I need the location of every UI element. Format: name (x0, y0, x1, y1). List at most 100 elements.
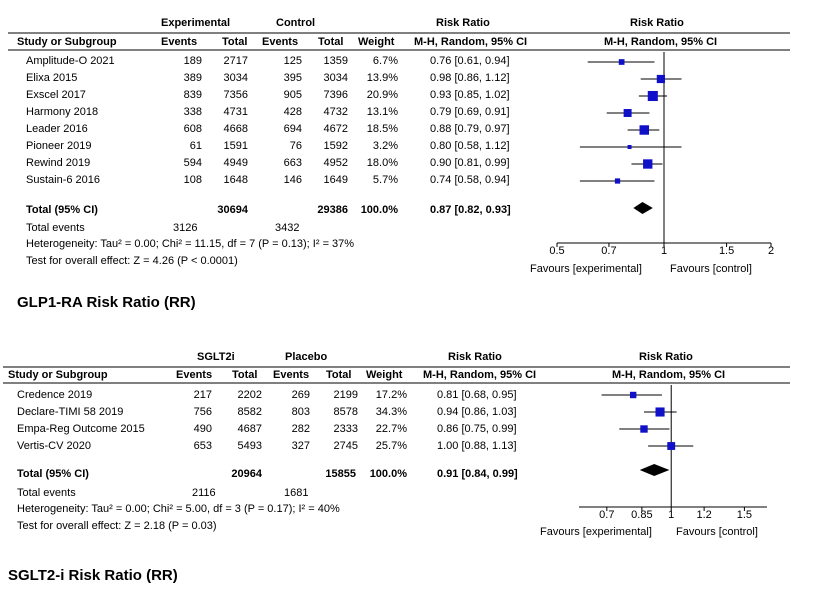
events-group-2: 694 (283, 123, 302, 135)
events-group-1: 756 (193, 406, 212, 418)
events-group-1: 189 (183, 55, 202, 67)
total-group-1: 4731 (223, 106, 248, 118)
col-header-ci-table: M-H, Random, 95% CI (414, 36, 528, 48)
risk-ratio-ci: 0.88 [0.79, 0.97] (430, 123, 510, 135)
rr-header-plot-2: Risk Ratio (639, 351, 693, 363)
study-name: Exscel 2017 (26, 89, 86, 101)
col-header-ci-plot-2: M-H, Random, 95% CI (612, 369, 726, 381)
total-events-label: Total events (26, 222, 85, 234)
total-events-label-2: Total events (17, 487, 76, 499)
study-point (647, 90, 658, 102)
total-n-control: 29386 (317, 204, 348, 216)
weight-value: 22.7% (375, 423, 407, 435)
total-group-2: 4952 (323, 157, 348, 169)
pooled-diamond (633, 202, 653, 214)
total-events-sglt2i: 2116 (192, 487, 216, 499)
rr-header-table-2: Risk Ratio (448, 351, 502, 363)
total-group-2: 2745 (333, 440, 358, 452)
col-header-weight-2: Weight (366, 369, 403, 381)
events-group-1: 389 (183, 72, 202, 84)
events-group-1: 594 (183, 157, 202, 169)
col-header-ci-table-2: M-H, Random, 95% CI (423, 369, 537, 381)
pooled-diamond (639, 464, 670, 476)
x-tick-label: 0.5 (549, 245, 564, 257)
events-group-1: 338 (183, 106, 202, 118)
study-name: Amplitude-O 2021 (26, 55, 115, 67)
col-header-total-2: Total (318, 36, 344, 48)
events-group-1: 653 (193, 440, 212, 452)
overall-effect-text: Test for overall effect: Z = 4.26 (P < 0… (26, 255, 238, 267)
x-tick-label: 0.7 (599, 509, 614, 521)
total-group-2: 3034 (323, 72, 348, 84)
study-name: Rewind 2019 (26, 157, 91, 169)
favours-control-label-2: Favours [control] (676, 526, 758, 538)
study-point (614, 178, 621, 184)
study-point (655, 407, 665, 417)
events-group-2: 76 (289, 140, 302, 152)
study-name: Harmony 2018 (26, 106, 99, 118)
events-group-1: 490 (193, 423, 212, 435)
events-group-2: 125 (283, 55, 302, 67)
x-tick-label: 0.85 (631, 509, 652, 521)
events-group-2: 327 (291, 440, 310, 452)
total-n-sglt2i: 20964 (231, 468, 262, 480)
rr-header-table: Risk Ratio (436, 17, 490, 29)
study-name: Elixa 2015 (26, 72, 78, 84)
weight-value: 25.7% (375, 440, 407, 452)
overall-effect-text-2: Test for overall effect: Z = 2.18 (P = 0… (17, 520, 217, 532)
total-group-2: 7396 (323, 89, 348, 101)
total-group-1: 3034 (223, 72, 248, 84)
total-events-placebo: 1681 (284, 487, 309, 499)
col-header-events-1: Events (161, 36, 198, 48)
total-group-2: 1592 (323, 140, 348, 152)
col-header-events-1b: Events (176, 369, 213, 381)
weight-value: 13.9% (366, 72, 398, 84)
study-name: Empa-Reg Outcome 2015 (17, 423, 145, 435)
total-n-placebo: 15855 (325, 468, 356, 480)
events-group-2: 803 (291, 406, 310, 418)
total-group-2: 1359 (323, 55, 348, 67)
x-tick-label: 0.7 (601, 245, 616, 257)
x-tick-label: 1 (668, 509, 674, 521)
study-point (627, 145, 632, 149)
risk-ratio-ci: 0.86 [0.75, 0.99] (437, 423, 517, 435)
study-point (629, 391, 637, 399)
heterogeneity-text: Heterogeneity: Tau² = 0.00; Chi² = 11.15… (26, 238, 355, 250)
col-header-weight: Weight (358, 36, 395, 48)
col-header-total-1b: Total (232, 369, 258, 381)
study-point (639, 125, 649, 135)
x-tick-label: 1.5 (737, 509, 752, 521)
heterogeneity-text-2: Heterogeneity: Tau² = 0.00; Chi² = 5.00,… (17, 503, 340, 515)
weight-value: 17.2% (375, 389, 407, 401)
total-group-1: 4668 (223, 123, 248, 135)
col-header-study: Study or Subgroup (17, 36, 117, 48)
weight-value: 6.7% (372, 55, 398, 67)
total-ci-label-2: Total (95% CI) (17, 468, 89, 480)
risk-ratio-ci: 0.93 [0.85, 1.02] (430, 89, 510, 101)
total-group-1: 1648 (223, 174, 248, 186)
weight-value: 3.2% (372, 140, 398, 152)
total-group-1: 4949 (223, 157, 248, 169)
caption-sglt2: SGLT2-i Risk Ratio (RR) (8, 567, 178, 584)
risk-ratio-ci: 1.00 [0.88, 1.13] (437, 440, 517, 452)
total-group-1: 1591 (223, 140, 248, 152)
total-group-1: 7356 (223, 89, 248, 101)
favours-experimental-label-2: Favours [experimental] (540, 526, 652, 538)
total-group-1: 8582 (237, 406, 262, 418)
favours-control-label: Favours [control] (670, 263, 752, 275)
study-name: Leader 2016 (26, 123, 88, 135)
risk-ratio-ci: 0.79 [0.69, 0.91] (430, 106, 510, 118)
events-group-2: 428 (283, 106, 302, 118)
weight-value: 20.9% (366, 89, 398, 101)
total-group-2: 8578 (333, 406, 358, 418)
col-header-total-2b: Total (326, 369, 352, 381)
events-group-1: 839 (183, 89, 202, 101)
weight-value: 13.1% (366, 106, 398, 118)
weight-value: 34.3% (375, 406, 407, 418)
events-group-2: 269 (291, 389, 310, 401)
study-name: Vertis-CV 2020 (17, 440, 91, 452)
study-name: Sustain-6 2016 (26, 174, 100, 186)
total-events-control: 3432 (275, 222, 300, 234)
events-group-1: 608 (183, 123, 202, 135)
